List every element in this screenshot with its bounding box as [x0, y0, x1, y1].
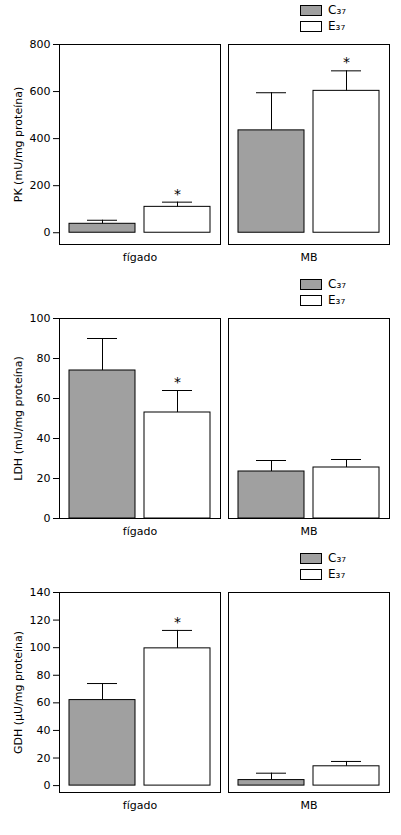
- svg-text:800: 800: [30, 38, 51, 51]
- svg-text:MB: MB: [300, 525, 317, 538]
- html-text:E₃₇: E₃₇: [328, 567, 346, 581]
- svg-text:20: 20: [37, 472, 51, 485]
- svg-text:0: 0: [44, 779, 51, 792]
- html-text:C₃₇: C₃₇: [328, 277, 346, 291]
- html-text:C₃₇: C₃₇: [328, 551, 346, 565]
- svg-text:fígado: fígado: [123, 251, 158, 264]
- html-text:E₃₇: E₃₇: [328, 293, 346, 307]
- html-text:C₃₇: C₃₇: [328, 3, 346, 17]
- svg-text:GDH (μU/mg proteína): GDH (μU/mg proteína): [12, 631, 25, 754]
- svg-text:80: 80: [37, 352, 51, 365]
- svg-text:*: *: [174, 614, 181, 630]
- svg-text:60: 60: [37, 696, 51, 709]
- svg-text:20: 20: [37, 752, 51, 765]
- svg-text:400: 400: [30, 132, 51, 145]
- svg-text:120: 120: [30, 614, 51, 627]
- svg-text:600: 600: [30, 85, 51, 98]
- svg-text:0: 0: [44, 226, 51, 239]
- svg-text:*: *: [174, 374, 181, 390]
- svg-text:fígado: fígado: [123, 525, 158, 538]
- svg-text:40: 40: [37, 432, 51, 445]
- svg-text:*: *: [343, 54, 350, 70]
- svg-text:MB: MB: [300, 799, 317, 812]
- svg-text:PK (mU/mg proteína): PK (mU/mg proteína): [12, 87, 25, 202]
- svg-text:40: 40: [37, 724, 51, 737]
- svg-text:fígado: fígado: [123, 799, 158, 812]
- html-text:E₃₇: E₃₇: [328, 19, 346, 33]
- svg-text:140: 140: [30, 586, 51, 599]
- svg-text:100: 100: [30, 312, 51, 325]
- svg-text:100: 100: [30, 641, 51, 654]
- svg-text:LDH (mU/mg proteína): LDH (mU/mg proteína): [12, 356, 25, 480]
- svg-text:200: 200: [30, 179, 51, 192]
- svg-text:80: 80: [37, 669, 51, 682]
- svg-text:0: 0: [44, 512, 51, 525]
- svg-text:MB: MB: [300, 251, 317, 264]
- svg-text:*: *: [174, 186, 181, 202]
- svg-text:60: 60: [37, 392, 51, 405]
